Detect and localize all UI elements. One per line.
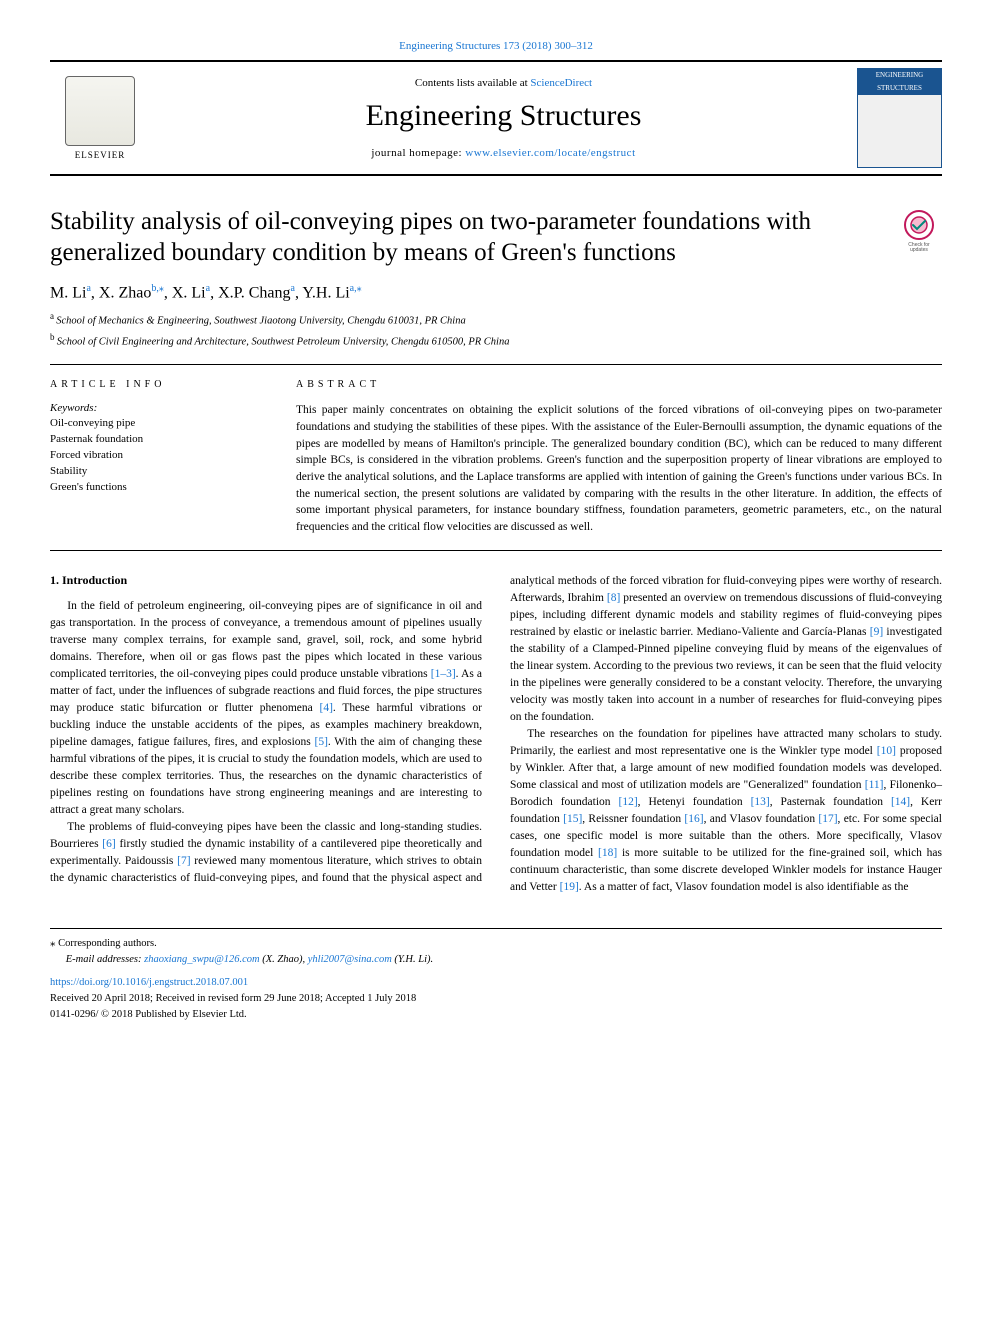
- cover-title-line2: STRUCTURES: [858, 82, 941, 96]
- check-updates-badge[interactable]: Check for updates: [896, 206, 942, 252]
- keyword: Oil-conveying pipe: [50, 416, 260, 432]
- affiliation-marker: b: [50, 332, 57, 342]
- ref-link[interactable]: [18]: [598, 847, 617, 859]
- keyword: Stability: [50, 464, 260, 480]
- contents-available: Contents lists available at ScienceDirec…: [150, 77, 857, 89]
- elsevier-tree-icon: [65, 76, 135, 146]
- sciencedirect-link[interactable]: ScienceDirect: [530, 77, 592, 89]
- elsevier-name: ELSEVIER: [75, 150, 126, 160]
- cover-title-line1: ENGINEERING: [858, 69, 941, 83]
- text-run: , Reissner foundation: [582, 813, 684, 825]
- keywords-heading: Keywords:: [50, 402, 260, 414]
- text-run: investigated the stability of a Clamped-…: [510, 626, 942, 723]
- journal-header: ELSEVIER Contents lists available at Sci…: [50, 60, 942, 176]
- author-affiliation-marker: a: [86, 283, 90, 294]
- issn-copyright: 0141-0296/ © 2018 Published by Elsevier …: [50, 1007, 942, 1023]
- ref-link[interactable]: [13]: [751, 796, 770, 808]
- keyword: Pasternak foundation: [50, 432, 260, 448]
- author: X. Li: [172, 284, 206, 301]
- section-1-title: 1. Introduction: [50, 573, 482, 588]
- corr-text: Corresponding authors.: [58, 938, 157, 949]
- ref-link[interactable]: [5]: [315, 736, 328, 748]
- ref-link[interactable]: [17]: [818, 813, 837, 825]
- keyword: Forced vibration: [50, 448, 260, 464]
- journal-cover-thumb: ENGINEERING STRUCTURES: [857, 68, 942, 168]
- email2-who: (Y.H. Li).: [392, 954, 433, 965]
- divider: [50, 364, 942, 365]
- journal-homepage: journal homepage: www.elsevier.com/locat…: [150, 147, 857, 159]
- issue-citation-link[interactable]: Engineering Structures 173 (2018) 300–31…: [399, 40, 593, 52]
- journal-name: Engineering Structures: [150, 99, 857, 133]
- ref-link[interactable]: [1–3]: [431, 668, 456, 680]
- author-affiliation-marker: b,⁎: [151, 283, 164, 294]
- doi-link[interactable]: https://doi.org/10.1016/j.engstruct.2018…: [50, 977, 248, 988]
- affiliation: b School of Civil Engineering and Archit…: [50, 331, 942, 350]
- ref-link[interactable]: [6]: [102, 838, 115, 850]
- author: M. Li: [50, 284, 86, 301]
- homepage-url[interactable]: www.elsevier.com/locate/engstruct: [465, 147, 635, 159]
- author: X.P. Chang: [218, 284, 290, 301]
- text-run: , Pasternak foundation: [770, 796, 891, 808]
- keyword: Green's functions: [50, 480, 260, 496]
- text-run: In the field of petroleum engineering, o…: [50, 600, 482, 680]
- author: X. Zhao: [99, 284, 151, 301]
- email-label: E-mail addresses:: [66, 954, 144, 965]
- text-run: . As a matter of fact, Vlasov foundation…: [579, 881, 909, 893]
- abstract-text: This paper mainly concentrates on obtain…: [296, 402, 942, 535]
- paragraph: In the field of petroleum engineering, o…: [50, 598, 482, 819]
- ref-link[interactable]: [12]: [618, 796, 637, 808]
- author: Y.H. Li: [302, 284, 349, 301]
- article-info-heading: ARTICLE INFO: [50, 379, 260, 390]
- article-title: Stability analysis of oil-conveying pipe…: [50, 206, 884, 269]
- text-run: , and Vlasov foundation: [704, 813, 819, 825]
- footer: ⁎ Corresponding authors. E-mail addresse…: [50, 928, 942, 1023]
- homepage-prefix: journal homepage:: [371, 147, 465, 159]
- author-affiliation-marker: a: [291, 283, 295, 294]
- author-affiliation-marker: a: [206, 283, 210, 294]
- received-dates: Received 20 April 2018; Received in revi…: [50, 991, 942, 1007]
- issue-citation: Engineering Structures 173 (2018) 300–31…: [50, 40, 942, 52]
- ref-link[interactable]: [19]: [560, 881, 579, 893]
- corr-email-2[interactable]: yhli2007@sina.com: [308, 954, 392, 965]
- ref-link[interactable]: [10]: [877, 745, 896, 757]
- elsevier-logo: ELSEVIER: [50, 68, 150, 168]
- email1-who: (X. Zhao),: [260, 954, 308, 965]
- author-list: M. Lia, X. Zhaob,⁎, X. Lia, X.P. Changa,…: [50, 283, 942, 302]
- ref-link[interactable]: [14]: [891, 796, 910, 808]
- ref-link[interactable]: [4]: [319, 702, 332, 714]
- text-run: , Hetenyi foundation: [638, 796, 751, 808]
- ref-link[interactable]: [8]: [607, 592, 620, 604]
- ref-link[interactable]: [11]: [865, 779, 884, 791]
- affiliation: a School of Mechanics & Engineering, Sou…: [50, 310, 942, 329]
- ref-link[interactable]: [7]: [177, 855, 190, 867]
- ref-link[interactable]: [9]: [870, 626, 883, 638]
- corr-email-1[interactable]: zhaoxiang_swpu@126.com: [144, 954, 260, 965]
- ref-link[interactable]: [16]: [684, 813, 703, 825]
- svg-text:updates: updates: [910, 247, 928, 252]
- paragraph: The researches on the foundation for pip…: [510, 726, 942, 896]
- abstract-heading: ABSTRACT: [296, 379, 942, 390]
- affiliation-marker: a: [50, 311, 56, 321]
- body-columns: 1. Introduction In the field of petroleu…: [50, 573, 942, 896]
- divider: [50, 550, 942, 551]
- corr-marker: ⁎: [50, 937, 56, 949]
- ref-link[interactable]: [15]: [563, 813, 582, 825]
- author-affiliation-marker: a,⁎: [350, 283, 362, 294]
- contents-prefix: Contents lists available at: [415, 77, 530, 89]
